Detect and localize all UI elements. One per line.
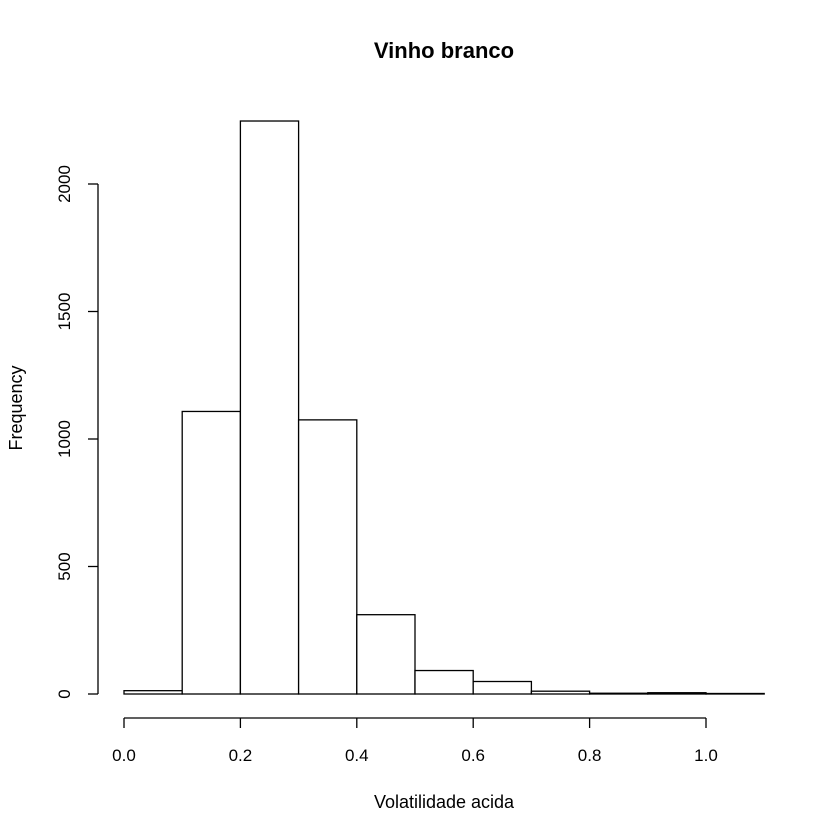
y-axis-label: Frequency (6, 365, 26, 450)
x-tick-label-0: 0.0 (112, 746, 136, 765)
histogram-bar-9 (647, 692, 707, 695)
y-axis: 0 500 1000 1500 2000 (55, 165, 99, 699)
x-axis: 0.0 0.2 0.4 0.6 0.8 1.0 (112, 717, 718, 765)
histogram-bar-5 (414, 669, 474, 695)
x-tick-label-1: 0.2 (229, 746, 253, 765)
histogram-bar-8 (588, 692, 649, 695)
histogram-bar-6 (472, 680, 533, 695)
histogram-bar-0 (123, 690, 183, 695)
y-tick-label-3: 1500 (55, 293, 74, 331)
histogram-bar-10 (705, 692, 765, 695)
histogram-bar-3 (297, 419, 358, 695)
y-tick-label-2: 1000 (55, 420, 74, 458)
y-tick-label-4: 2000 (55, 165, 74, 203)
x-tick-label-3: 0.6 (461, 746, 485, 765)
chart-title: Vinho branco (374, 38, 514, 63)
histogram-bar-2 (239, 120, 300, 695)
x-axis-label: Volatilidade acida (374, 792, 515, 812)
x-tick-label-5: 1.0 (694, 746, 718, 765)
x-tick-label-2: 0.4 (345, 746, 369, 765)
y-tick-label-1: 500 (55, 552, 74, 580)
histogram-bar-1 (181, 410, 242, 695)
histogram-bar-4 (356, 614, 416, 695)
bars-group (123, 120, 765, 695)
y-tick-label-0: 0 (55, 689, 74, 698)
histogram-bar-7 (530, 690, 591, 695)
x-tick-label-4: 0.8 (578, 746, 602, 765)
